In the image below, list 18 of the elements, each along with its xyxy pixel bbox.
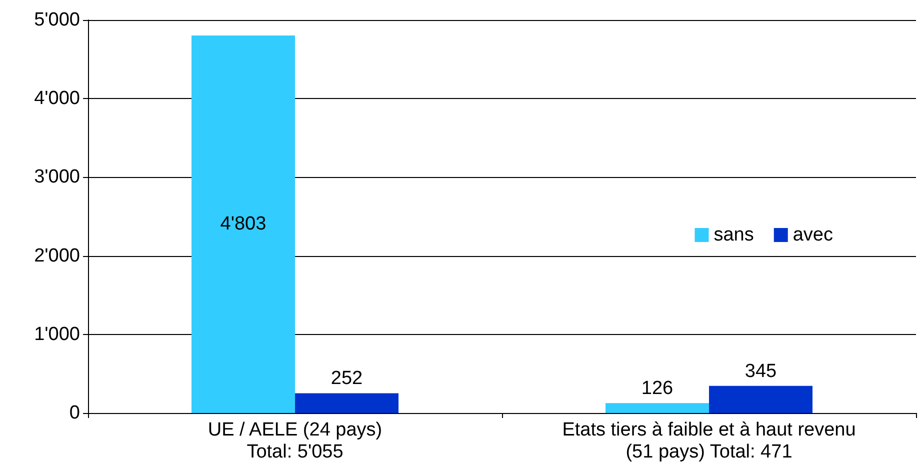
y-tick-label: 2'000 [34, 245, 80, 266]
data-label: 345 [744, 360, 777, 382]
bar [295, 393, 398, 413]
y-tick-label: 3'000 [34, 166, 80, 188]
y-tick-label: 5'000 [34, 10, 80, 30]
bar [606, 403, 709, 413]
bar [709, 386, 812, 413]
data-label: 126 [641, 378, 674, 400]
y-tick-label: 1'000 [34, 324, 80, 345]
bar [192, 35, 295, 413]
data-label: 4'803 [220, 214, 266, 235]
y-tick-label: 4'000 [34, 88, 80, 110]
legend-label: sans [714, 224, 754, 246]
legend-label: avec [792, 224, 834, 246]
y-tick-label: 0 [69, 402, 80, 424]
x-tick-label: Etats tiers à faible et à haut revenu (51 pays) Total: 471 [562, 420, 856, 462]
data-label: 252 [330, 368, 363, 390]
x-tick-label: UE / AELE (24 pays) Total: 5'055 [208, 420, 382, 462]
